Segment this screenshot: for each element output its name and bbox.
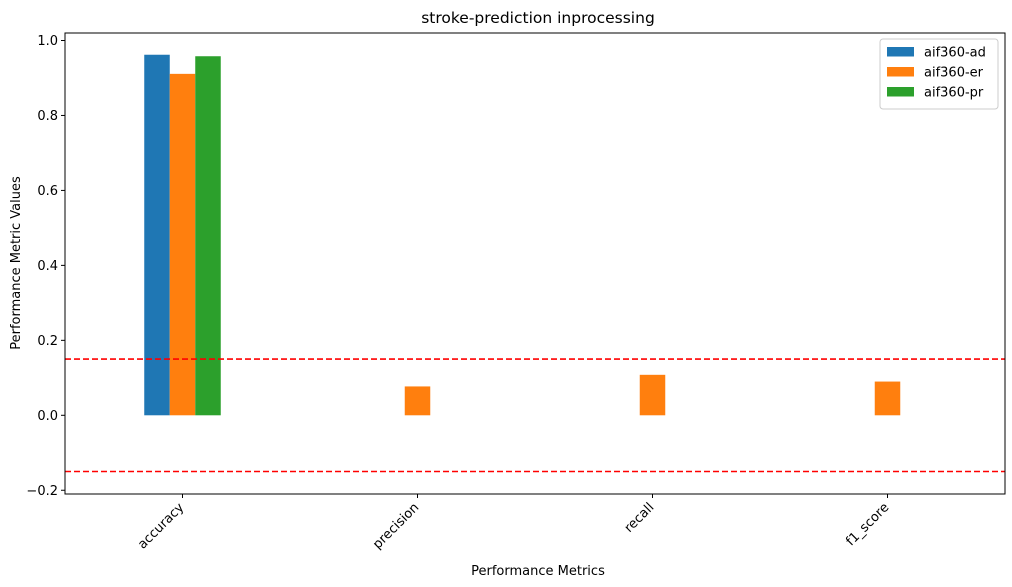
legend-swatch-aif360-er (887, 67, 914, 77)
plot-frame (64, 32, 1006, 495)
y-tick-label: −0.2 (26, 484, 58, 499)
legend-label-aif360-ad: aif360-ad (924, 46, 986, 61)
bar-aif360-er-accuracy (169, 73, 196, 416)
bar-aif360-er-f1_score (874, 381, 901, 416)
reference-lines (65, 358, 1005, 473)
y-tick-label: 1.0 (37, 34, 58, 49)
y-tick-label: 0.8 (37, 109, 58, 124)
chart-title: stroke-prediction inprocessing (421, 9, 655, 27)
y-tick-label: 0.4 (37, 259, 58, 274)
y-tick-label: 0.2 (37, 334, 58, 349)
legend: aif360-ad aif360-er aif360-pr (879, 38, 999, 110)
legend-swatch-aif360-pr (887, 87, 914, 97)
y-tick-label: 0.6 (37, 184, 58, 199)
bars-layer (144, 54, 901, 416)
bar-aif360-pr-accuracy (195, 56, 221, 416)
bar-aif360-ad-accuracy (144, 54, 170, 416)
legend-label-aif360-er: aif360-er (924, 66, 984, 81)
legend-label-aif360-pr: aif360-pr (924, 86, 984, 101)
bar-aif360-er-precision (404, 386, 431, 416)
y-axis: −0.2 0.0 0.2 0.4 0.6 0.8 1.0 (26, 34, 65, 499)
bar-aif360-er-recall (639, 374, 666, 416)
y-axis-label: Performance Metric Values (9, 176, 24, 350)
x-axis-label: Performance Metrics (471, 564, 605, 579)
y-tick-label: 0.0 (37, 409, 58, 424)
legend-swatch-aif360-ad (887, 47, 914, 57)
